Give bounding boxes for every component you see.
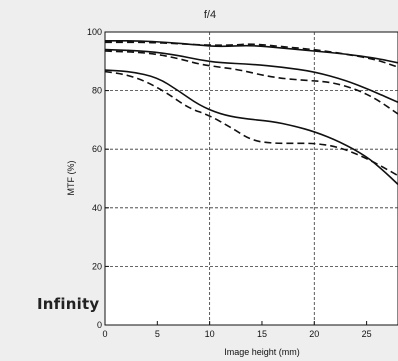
mtf-line-4 (104, 50, 398, 115)
x-tick-label: 25 (362, 329, 372, 339)
chart-title: f/4 (204, 9, 216, 21)
y-tick-label: 0 (97, 320, 102, 330)
mtf-line-5 (104, 69, 398, 185)
grid-lines (105, 32, 398, 325)
plot-area (104, 31, 398, 326)
x-tick-label: 5 (155, 329, 160, 339)
mtf-line-3 (104, 48, 398, 104)
y-tick-label: 80 (92, 86, 102, 96)
mtf-line-2 (105, 41, 398, 68)
x-tick-label: 0 (102, 329, 107, 339)
series-lines (104, 40, 398, 185)
mtf-line-1 (105, 40, 398, 64)
y-tick-label: 100 (87, 27, 102, 37)
x-axis-label: Image height (mm) (224, 347, 300, 357)
y-tick-label: 20 (92, 261, 102, 271)
x-tick-label: 15 (257, 329, 267, 339)
mtf-line-6 (104, 70, 398, 177)
y-tick-label: 60 (92, 144, 102, 154)
axes: 0 5 10 15 20 25 0 20 40 60 80 100 (87, 27, 372, 339)
x-tick-label: 10 (205, 329, 215, 339)
x-tick-label: 20 (309, 329, 319, 339)
y-tick-label: 40 (92, 203, 102, 213)
infinity-label: Infinity (37, 295, 100, 313)
y-axis-label: MTF (%) (66, 161, 76, 196)
